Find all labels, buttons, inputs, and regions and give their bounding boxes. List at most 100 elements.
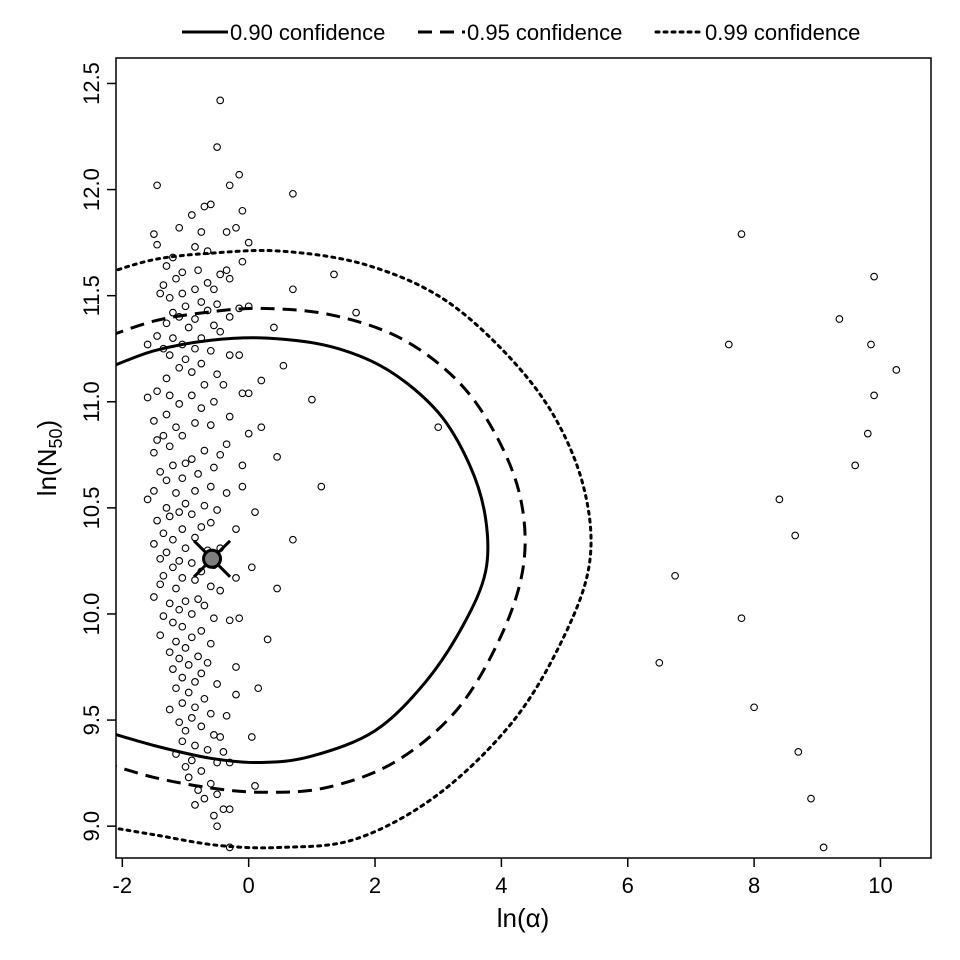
scatter-point <box>222 228 231 236</box>
scatter-point <box>222 489 231 497</box>
scatter-point <box>191 344 199 353</box>
scatter-point <box>270 323 278 332</box>
scatter-point <box>197 722 206 731</box>
scatter-point <box>225 351 234 359</box>
scatter-point <box>178 289 187 298</box>
y-tick-label: 12.0 <box>79 168 104 211</box>
scatter-point <box>222 266 231 275</box>
scatter-point <box>213 300 221 309</box>
scatter-point <box>156 580 165 589</box>
scatter-point <box>197 767 206 775</box>
scatter-point <box>178 474 187 483</box>
scatter-point <box>191 285 199 294</box>
scatter-point <box>254 684 263 693</box>
scatter-point <box>238 482 247 491</box>
scatter-point <box>203 247 212 255</box>
scatter-point <box>172 750 180 758</box>
scatter-point <box>165 351 174 359</box>
scatter-point <box>870 391 878 400</box>
scatter-point <box>200 694 209 703</box>
scatter-point <box>206 639 215 648</box>
scatter-point <box>671 571 679 580</box>
scatter-point <box>238 257 247 266</box>
scatter-point <box>172 489 180 497</box>
legend-label-90: 0.90 confidence <box>230 20 385 45</box>
scatter-point <box>775 495 784 504</box>
scatter-point <box>150 487 158 495</box>
scatter-point <box>194 266 202 275</box>
scatter-point <box>216 450 225 459</box>
scatter-point <box>794 748 803 756</box>
contour-90 <box>116 336 490 765</box>
scatter-point <box>181 499 190 508</box>
scatter-point <box>225 412 234 421</box>
scatter-point <box>187 455 196 463</box>
scatter-point <box>216 270 225 279</box>
scatter-point <box>172 637 180 646</box>
scatter-point <box>191 678 199 686</box>
y-tick-label: 9.5 <box>79 705 104 736</box>
scatter-point <box>191 487 199 495</box>
scatter-point <box>200 794 209 803</box>
scatter-point <box>169 461 177 470</box>
scatter-point <box>206 421 215 429</box>
scatter-point <box>162 262 171 270</box>
scatter-point <box>235 351 244 359</box>
scatter-point <box>169 253 177 262</box>
plot-content <box>116 96 901 852</box>
scatter-point <box>187 391 196 400</box>
scatter-point <box>175 223 184 232</box>
scatter-point <box>187 756 196 765</box>
scatter-point <box>238 461 247 470</box>
scatter-point <box>206 582 215 591</box>
scatter-point <box>289 285 297 294</box>
scatter-point <box>210 811 218 820</box>
scatter-point <box>169 535 177 544</box>
scatter-point <box>210 285 218 294</box>
scatter-point <box>181 302 190 311</box>
scatter-point <box>892 366 901 374</box>
scatter-point <box>238 206 247 215</box>
scatter-point <box>737 614 746 623</box>
scatter-point <box>206 200 215 209</box>
y-tick-label: 11.5 <box>79 275 104 316</box>
scatter-point <box>257 376 266 385</box>
scatter-point <box>172 274 180 283</box>
scatter-point <box>225 843 234 852</box>
scatter-point <box>187 714 196 722</box>
scatter-point <box>724 340 733 349</box>
scatter-point <box>169 665 177 673</box>
scatter-point <box>213 758 221 767</box>
scatter-point <box>244 302 253 311</box>
scatter-point <box>178 574 187 582</box>
scatter-point <box>289 189 297 198</box>
scatter-point <box>150 593 158 601</box>
x-tick-label: 4 <box>495 873 507 898</box>
x-tick-label: 6 <box>622 873 634 898</box>
scatter-point <box>244 238 253 247</box>
scatter-point <box>655 658 664 667</box>
scatter-point <box>159 571 168 580</box>
scatter-point <box>235 304 244 313</box>
x-tick-label: -2 <box>113 873 133 898</box>
x-tick-label: 0 <box>243 873 255 898</box>
scatter-point <box>178 699 187 707</box>
scatter-point <box>200 202 209 211</box>
legend-label-99: 0.99 confidence <box>705 20 860 45</box>
scatter-point <box>165 293 174 302</box>
scatter-point <box>206 709 215 718</box>
scatter-point <box>178 268 187 277</box>
scatter-point <box>165 442 174 451</box>
scatter-point <box>225 313 234 321</box>
scatter-point <box>206 779 215 788</box>
scatter-point <box>737 230 746 238</box>
scatter-point <box>273 453 281 461</box>
scatter-point <box>235 170 244 179</box>
scatter-point <box>213 680 221 688</box>
scatter-point <box>273 584 281 593</box>
scatter-point <box>178 525 187 533</box>
scatter-point <box>216 96 225 105</box>
y-axis-title-main: ln(N <box>32 449 62 497</box>
scatter-point <box>203 745 212 754</box>
scatter-point <box>175 313 184 321</box>
